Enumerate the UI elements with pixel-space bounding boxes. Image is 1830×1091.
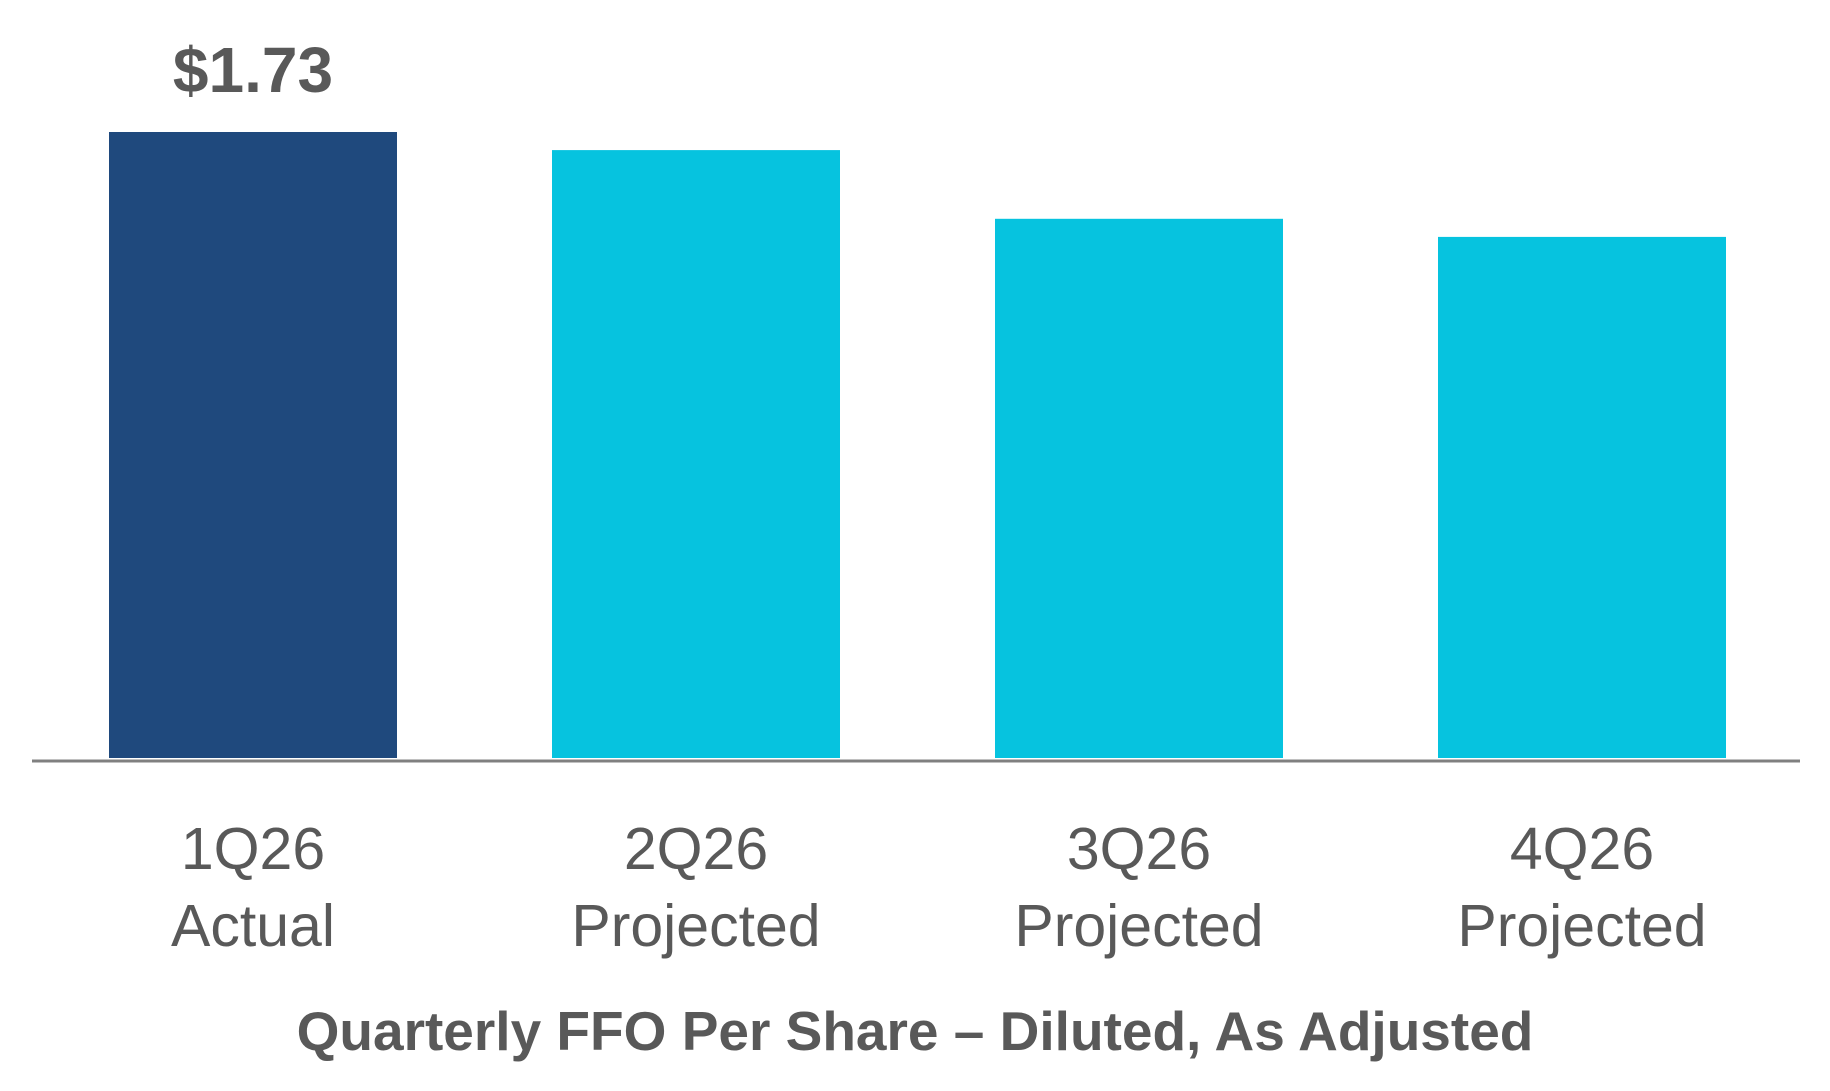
x-tick-label-1-line-1: 1Q26 <box>181 816 325 882</box>
bar-1 <box>109 132 397 758</box>
bar-4 <box>1438 236 1726 758</box>
x-tick-label-3-line-2: Projected <box>1014 893 1263 959</box>
bars-layer <box>109 132 1726 759</box>
x-tick-label-2-line-2: Projected <box>571 893 820 959</box>
x-tick-label-1-line-2: Actual <box>171 893 335 959</box>
x-tick-label-3-line-1: 3Q26 <box>1067 816 1211 882</box>
bar-2 <box>552 150 840 759</box>
x-tick-label-2-line-1: 2Q26 <box>624 816 768 882</box>
bar-3 <box>995 218 1283 759</box>
chart-title: Quarterly FFO Per Share – Diluted, As Ad… <box>297 1000 1534 1062</box>
x-tick-label-4-line-2: Projected <box>1457 893 1706 959</box>
data-label-1: $1.73 <box>173 34 333 106</box>
x-tick-label-4-line-1: 4Q26 <box>1510 816 1654 882</box>
labels-layer: $1.73 1Q26 Actual 2Q26 Projected 3Q26 Projecte… <box>171 34 1707 959</box>
